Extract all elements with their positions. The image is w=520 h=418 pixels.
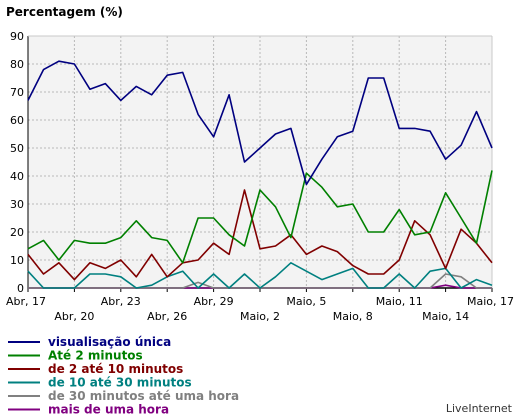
y-tick-label: 30 [10, 198, 24, 211]
legend-label: de 2 até 10 minutos [48, 362, 183, 376]
y-tick-label: 10 [10, 254, 24, 267]
legend-label: visualisação única [48, 335, 171, 349]
legend-label: mais de uma hora [48, 403, 169, 417]
x-tick-label: Abr, 17 [6, 295, 46, 308]
y-tick-label: 80 [10, 58, 24, 71]
brand-label: LiveInternet [446, 402, 513, 415]
x-tick-label: Abr, 20 [54, 310, 94, 323]
legend-label: Até 2 minutos [48, 349, 143, 363]
x-tick-label: Maio, 2 [240, 310, 280, 323]
series-line [27, 261, 493, 289]
legend-label: de 30 minutos até uma hora [48, 389, 239, 403]
x-tick-label: Abr, 26 [147, 310, 187, 323]
y-tick-label: 90 [10, 30, 24, 43]
y-tick-label: 50 [10, 142, 24, 155]
x-tick-label: Abr, 29 [194, 295, 234, 308]
x-tick-label: Maio, 8 [333, 310, 373, 323]
series-lines [27, 60, 493, 289]
series-line [27, 189, 493, 281]
y-tick-label: 0 [17, 282, 24, 295]
y-tick-label: 20 [10, 226, 24, 239]
x-tick-label: Maio, 5 [286, 295, 326, 308]
x-tick-label: Maio, 17 [467, 295, 514, 308]
x-tick-label: Maio, 11 [376, 295, 423, 308]
x-tick-label: Maio, 14 [422, 310, 469, 323]
y-tick-label: 70 [10, 86, 24, 99]
y-tick-label: 40 [10, 170, 24, 183]
x-tick-label: Abr, 23 [101, 295, 141, 308]
chart-title: Percentagem (%) [6, 5, 123, 19]
series-line [27, 170, 493, 264]
series-line [27, 60, 493, 186]
y-tick-label: 60 [10, 114, 24, 127]
legend-label: de 10 até 30 minutos [48, 376, 192, 390]
